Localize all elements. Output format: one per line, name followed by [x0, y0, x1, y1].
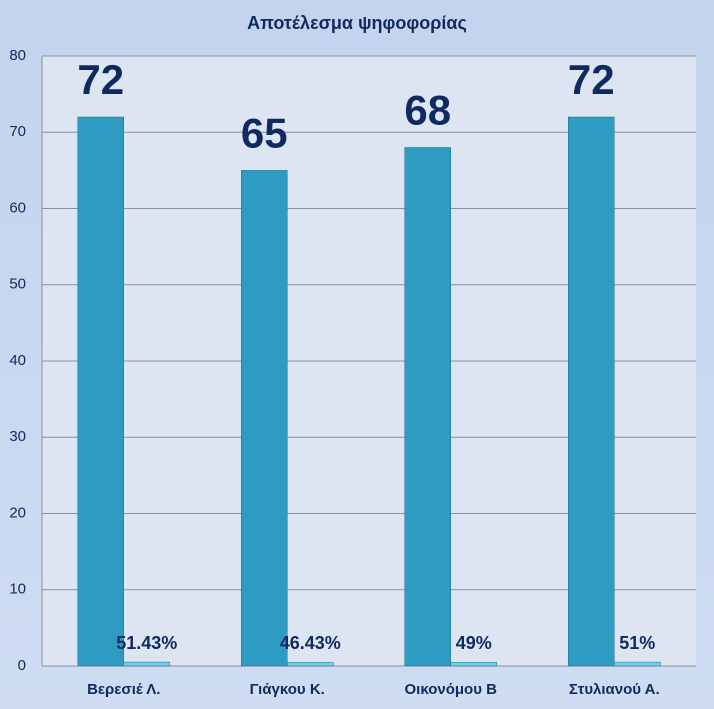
bar [241, 170, 288, 667]
y-tick-label: 0 [18, 657, 26, 674]
value-label: 72 [568, 56, 615, 103]
x-tick-label: Βερεσιέ Λ. [87, 681, 160, 698]
y-tick-label: 30 [9, 428, 26, 445]
chart-title: Αποτέλεσμα ψηφοφορίας [247, 13, 467, 33]
y-tick-label: 80 [9, 47, 26, 64]
value-label: 68 [404, 87, 451, 134]
value-label: 51.43% [116, 633, 177, 653]
value-label: 46.43% [280, 633, 341, 653]
y-tick-label: 40 [9, 352, 26, 369]
bar [123, 661, 170, 667]
bar [404, 147, 451, 667]
y-tick-label: 10 [9, 581, 26, 598]
bar [614, 661, 661, 667]
y-tick-label: 70 [9, 123, 26, 140]
y-tick-label: 20 [9, 504, 26, 521]
y-tick-label: 60 [9, 199, 26, 216]
bar [287, 662, 334, 667]
value-label: 72 [77, 56, 124, 103]
x-tick-label: Στυλιανού Α. [569, 681, 660, 698]
x-tick-label: Οικονόμου Β [405, 681, 498, 698]
bar [568, 116, 615, 667]
bar [450, 662, 497, 667]
value-label: 51% [619, 633, 655, 653]
y-tick-label: 50 [9, 276, 26, 293]
value-label: 49% [456, 633, 492, 653]
x-tick-label: Γιάγκου Κ. [250, 681, 325, 698]
value-label: 65 [241, 109, 288, 156]
bar [77, 116, 124, 667]
